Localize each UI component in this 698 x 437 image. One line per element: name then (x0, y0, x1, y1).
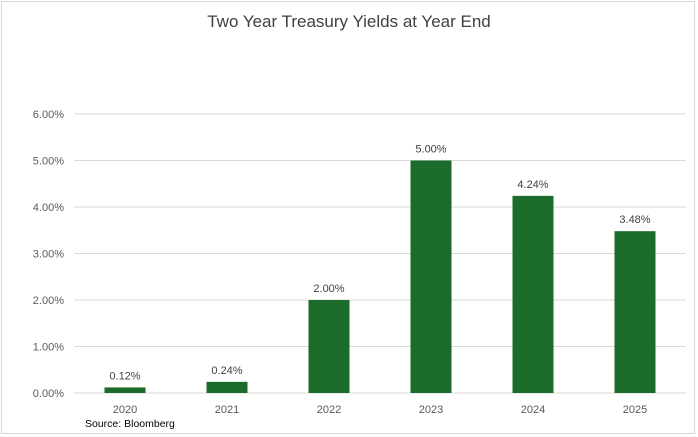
data-label: 0.24% (211, 365, 242, 377)
data-label: 3.48% (619, 214, 650, 226)
x-tick-label: 2023 (419, 404, 443, 416)
y-tick-label: 5.00% (33, 156, 64, 168)
y-tick-label: 1.00% (33, 342, 64, 354)
x-axis-ticks: 2020 2021 2022 2023 2024 2025 (113, 404, 647, 416)
data-label: 0.12% (109, 370, 140, 382)
data-label: 5.00% (415, 144, 446, 156)
data-labels: 0.12% 0.24% 2.00% 5.00% 4.24% 3.48% (109, 144, 650, 383)
y-tick-label: 3.00% (33, 249, 64, 261)
bar-2023 (410, 160, 452, 393)
gridlines (74, 113, 686, 394)
bar-2024 (512, 195, 554, 393)
x-tick-label: 2020 (113, 404, 137, 416)
y-tick-label: 0.00% (33, 388, 64, 400)
y-axis-ticks: 0.00% 1.00% 2.00% 3.00% 4.00% 5.00% 6.00% (33, 109, 64, 400)
y-tick-label: 4.00% (33, 202, 64, 214)
bar-2020 (104, 387, 146, 393)
x-tick-label: 2021 (215, 404, 239, 416)
bars (104, 160, 656, 393)
bar-2025 (614, 231, 656, 393)
y-tick-label: 2.00% (33, 295, 64, 307)
y-tick-label: 6.00% (33, 109, 64, 121)
x-tick-label: 2022 (317, 404, 341, 416)
bar-2021 (206, 381, 248, 393)
chart-title: Two Year Treasury Yields at Year End (207, 12, 491, 31)
x-tick-label: 2024 (521, 404, 545, 416)
bar-2022 (308, 300, 350, 393)
data-label: 2.00% (313, 283, 344, 295)
data-label: 4.24% (517, 179, 548, 191)
source-note: Source: Bloomberg (85, 418, 175, 430)
x-tick-label: 2025 (623, 404, 647, 416)
